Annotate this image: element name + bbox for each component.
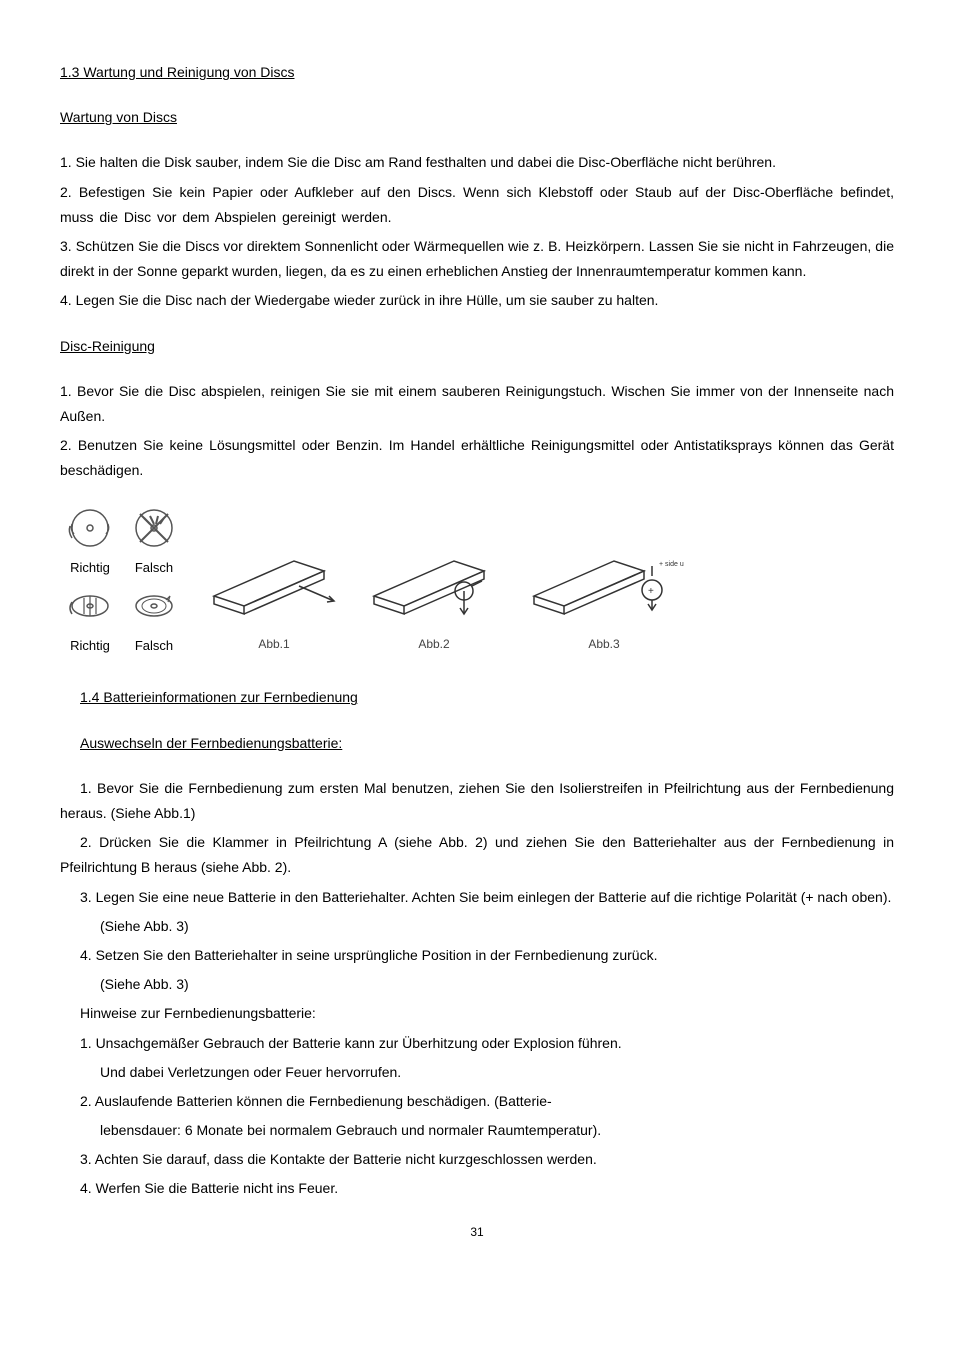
section-1-4-title: 1.4 Batterieinformationen zur Fernbedien… <box>60 685 894 710</box>
figure-abb1: Abb.1 <box>204 546 344 656</box>
remote-abb3-icon: + + side up <box>524 546 684 626</box>
wartung-item-1: 1. Sie halten die Disk sauber, indem Sie… <box>60 150 894 175</box>
step-4: 4. Setzen Sie den Batteriehalter in sein… <box>60 943 894 968</box>
disc-touch-wrong-icon <box>130 504 178 552</box>
disc-hold-correct-icon <box>66 504 114 552</box>
label-wrong-1: Falsch <box>135 556 173 579</box>
remote-abb2-icon <box>364 546 504 626</box>
wartung-item-3: 3. Schützen Sie die Discs vor direktem S… <box>60 234 894 284</box>
figure-abb2: Abb.2 <box>364 546 504 656</box>
abb3-caption: Abb.3 <box>588 634 619 656</box>
side-up-label: + side up <box>659 561 684 568</box>
hinweis-4: 4. Werfen Sie die Batterie nicht ins Feu… <box>60 1176 894 1201</box>
step-4-ref: (Siehe Abb. 3) <box>60 972 894 997</box>
label-correct-1: Richtig <box>70 556 110 579</box>
abb2-caption: Abb.2 <box>418 634 449 656</box>
disc-handling-block: Richtig Falsch Richtig Falsch <box>60 503 184 655</box>
step-3-ref: (Siehe Abb. 3) <box>60 914 894 939</box>
auswechseln-title: Auswechseln der Fernbedienungsbatterie: <box>60 731 894 756</box>
section-1-3-title: 1.3 Wartung und Reinigung von Discs <box>60 60 894 85</box>
wartung-item-4: 4. Legen Sie die Disc nach der Wiedergab… <box>60 288 894 313</box>
reinigung-item-1: 1. Bevor Sie die Disc abspielen, reinige… <box>60 379 894 429</box>
hinweis-2a: 2. Auslaufende Batterien können die Fern… <box>60 1089 894 1114</box>
abb1-caption: Abb.1 <box>258 634 289 656</box>
step-1: 1. Bevor Sie die Fernbedienung zum erste… <box>60 776 894 826</box>
hinweis-2b: lebensdauer: 6 Monate bei normalem Gebra… <box>60 1118 894 1143</box>
step-3: 3. Legen Sie eine neue Batterie in den B… <box>60 885 894 910</box>
label-wrong-2: Falsch <box>135 634 173 657</box>
hinweis-3: 3. Achten Sie darauf, dass die Kontakte … <box>60 1147 894 1172</box>
remote-abb1-icon <box>204 546 344 626</box>
hinweis-1a: 1. Unsachgemäßer Gebrauch der Batterie k… <box>60 1031 894 1056</box>
reinigung-item-2: 2. Benutzen Sie keine Lösungsmittel oder… <box>60 433 894 483</box>
hinweise-title: Hinweise zur Fernbedienungsbatterie: <box>60 1001 894 1026</box>
figure-abb3: + + side up Abb.3 <box>524 546 684 656</box>
label-correct-2: Richtig <box>70 634 110 657</box>
disc-wipe-correct-icon <box>66 582 114 630</box>
figures-row: Richtig Falsch Richtig Falsch Abb.1 <box>60 503 894 655</box>
wartung-title: Wartung von Discs <box>60 105 894 130</box>
hinweis-1b: Und dabei Verletzungen oder Feuer hervor… <box>60 1060 894 1085</box>
step-2: 2. Drücken Sie die Klammer in Pfeilricht… <box>60 830 894 880</box>
svg-text:+: + <box>648 586 654 597</box>
page-number: 31 <box>60 1222 894 1244</box>
disc-wipe-wrong-icon <box>130 582 178 630</box>
wartung-item-2: 2. Befestigen Sie kein Papier oder Aufkl… <box>60 180 894 230</box>
reinigung-title: Disc-Reinigung <box>60 334 894 359</box>
